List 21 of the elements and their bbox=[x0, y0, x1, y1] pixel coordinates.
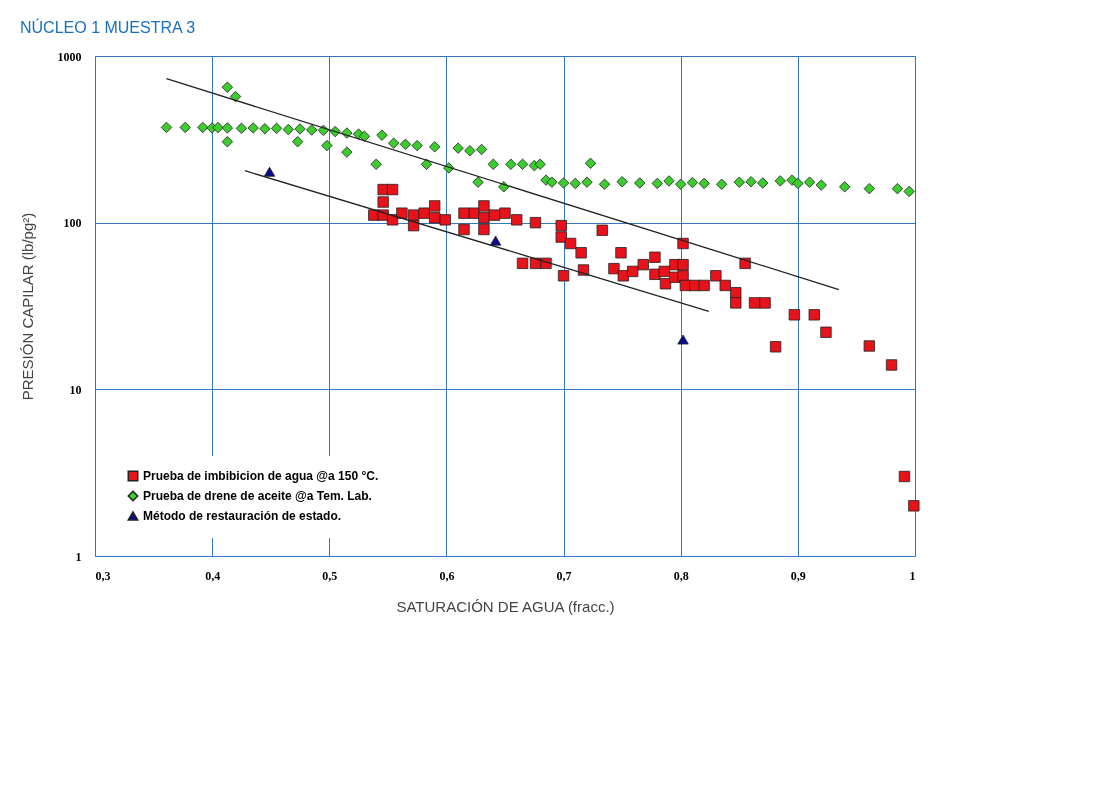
point bbox=[263, 166, 276, 177]
y-tick-label: 10 bbox=[69, 382, 82, 397]
legend-label: Prueba de drene de aceite @a Tem. Lab. bbox=[143, 489, 372, 503]
x-tick-label: 0,8 bbox=[673, 568, 689, 583]
y-axis-title: PRESIÓN CAPILAR (lb/pg²) bbox=[18, 212, 36, 401]
x-tick-label: 0,5 bbox=[322, 568, 338, 583]
x-axis-title: SATURACIÓN DE AGUA (fracc.) bbox=[396, 597, 615, 615]
y-tick-label: 1000 bbox=[57, 49, 82, 64]
point bbox=[489, 235, 502, 246]
y-tick-label: 1 bbox=[75, 549, 82, 564]
x-tick-label: 0,7 bbox=[556, 568, 572, 583]
x-tick-label: 1 bbox=[909, 568, 916, 583]
x-tick-label: 0,3 bbox=[95, 568, 111, 583]
legend-label: Prueba de imbibicion de agua @a 150 °C. bbox=[143, 469, 379, 483]
x-tick-label: 0,9 bbox=[790, 568, 806, 583]
x-tick-label: 0,4 bbox=[205, 568, 221, 583]
chart-title: NÚCLEO 1 MUESTRA 3 bbox=[20, 18, 196, 36]
y-tick-label: 100 bbox=[63, 216, 82, 231]
point bbox=[677, 334, 689, 345]
x-tick-label: 0,6 bbox=[439, 568, 455, 583]
legend-label: Método de restauración de estado. bbox=[143, 509, 342, 523]
